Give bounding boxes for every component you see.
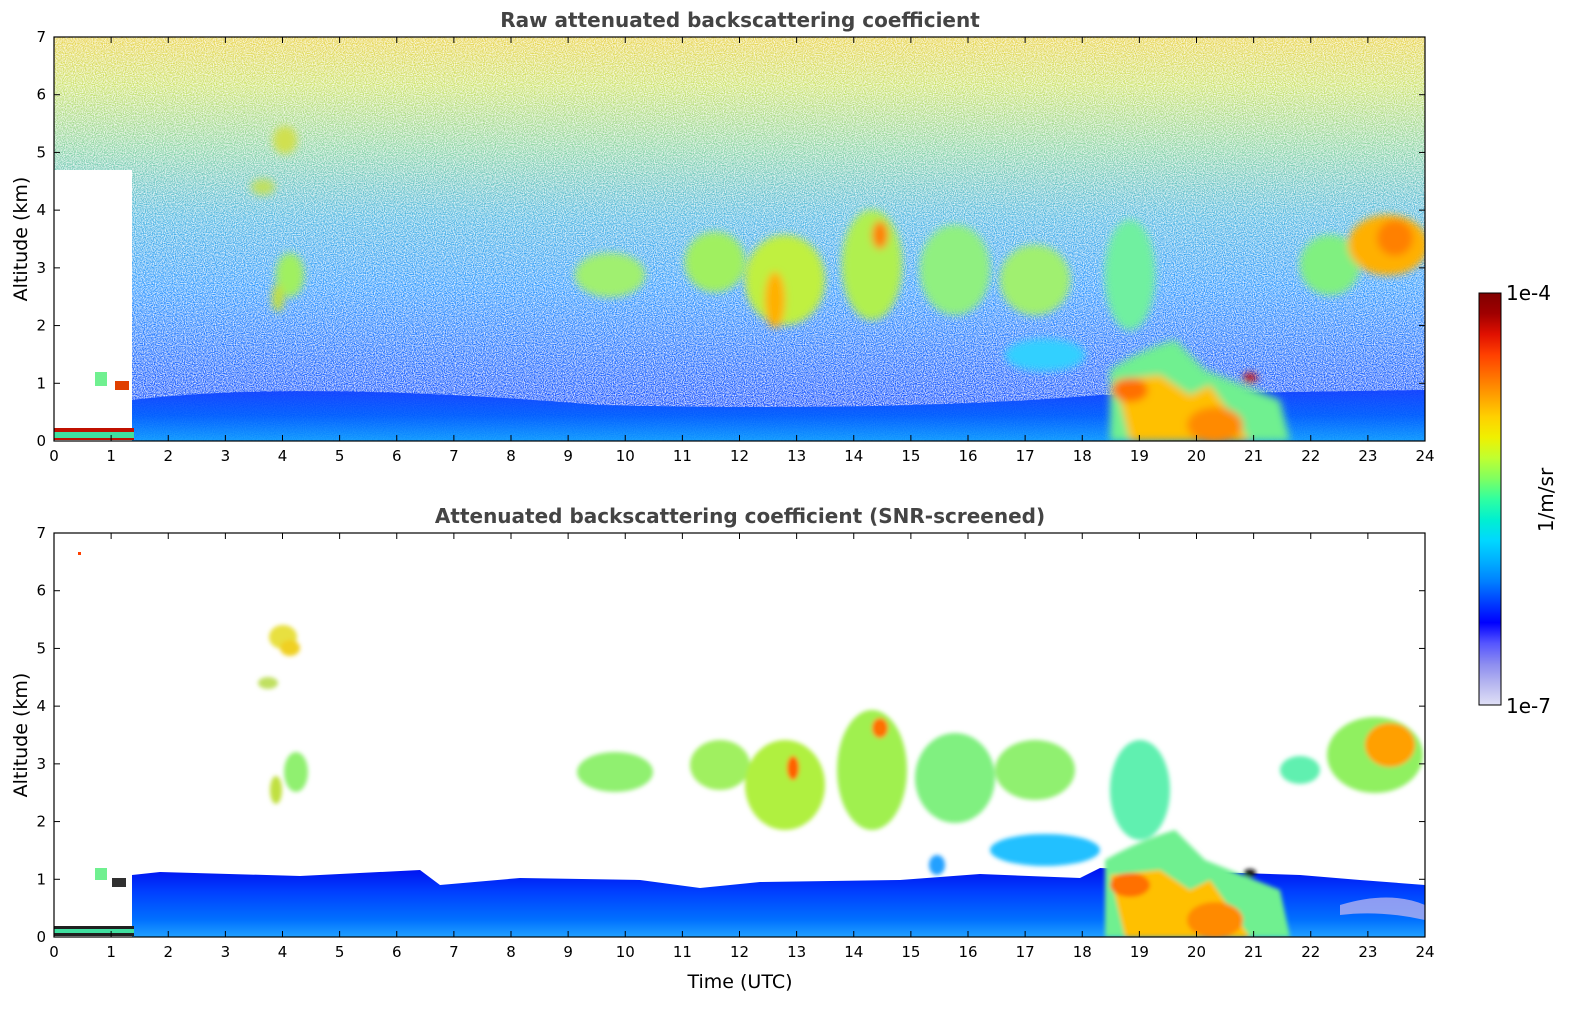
x-tick-label: 7 [449,447,459,465]
x-tick-label: 6 [392,943,402,961]
x-tick-label: 10 [616,943,635,961]
bottom-panel: Attenuated backscattering coefficient (S… [10,504,1435,993]
y-tick-label: 2 [36,317,46,335]
bottom-y-ticks: 0 1 2 3 4 5 6 7 [36,524,1425,946]
x-tick-label: 7 [449,943,459,961]
x-tick-label: 23 [1358,447,1377,465]
x-tick-label: 19 [1130,447,1149,465]
y-tick-label: 6 [36,582,46,600]
x-tick-label: 22 [1301,943,1320,961]
x-tick-label: 8 [506,943,516,961]
x-tick-label: 8 [506,447,516,465]
x-tick-label: 18 [1073,447,1092,465]
x-tick-label: 22 [1301,447,1320,465]
colorbar-min-label: 1e-7 [1506,694,1551,718]
x-tick-label: 13 [787,447,806,465]
bottom-x-ticks: 0 1 2 3 4 5 6 7 8 9 10 11 12 13 14 15 16 17 18 19 20 21 22 23 24 [49,533,1435,961]
top-heatmap [54,37,1425,441]
y-tick-label: 1 [36,870,46,888]
x-tick-label: 14 [844,943,863,961]
y-tick-label: 5 [36,639,46,657]
x-tick-label: 17 [1016,943,1035,961]
x-tick-label: 0 [49,447,59,465]
colorbar-max-label: 1e-4 [1506,281,1551,305]
x-tick-label: 21 [1244,447,1263,465]
x-tick-label: 3 [221,943,231,961]
x-tick-label: 9 [563,943,573,961]
x-tick-label: 23 [1358,943,1377,961]
x-tick-label: 2 [163,447,173,465]
x-tick-label: 11 [673,943,692,961]
x-tick-label: 11 [673,447,692,465]
x-tick-label: 13 [787,943,806,961]
y-tick-label: 2 [36,813,46,831]
y-tick-label: 5 [36,143,46,161]
top-panel: Raw attenuated backscattering coefficien… [10,8,1435,465]
top-y-axis-label: Altitude (km) [10,177,32,302]
x-tick-label: 15 [901,447,920,465]
x-tick-label: 1 [106,943,116,961]
y-tick-label: 7 [36,28,46,46]
x-tick-label: 0 [49,943,59,961]
y-tick-label: 4 [36,697,46,715]
x-tick-label: 19 [1130,943,1149,961]
top-x-ticks: 0 1 2 3 4 5 6 7 8 9 10 11 12 13 14 15 16 17 18 19 20 21 22 23 24 [49,37,1435,465]
x-axis-label: Time (UTC) [686,971,792,993]
x-tick-label: 12 [730,943,749,961]
x-tick-label: 6 [392,447,402,465]
x-tick-label: 12 [730,447,749,465]
x-tick-label: 3 [221,447,231,465]
bottom-heatmap [54,533,1425,937]
bottom-panel-title: Attenuated backscattering coefficient (S… [435,504,1045,528]
x-tick-label: 15 [901,943,920,961]
y-tick-label: 1 [36,374,46,392]
x-tick-label: 16 [958,447,977,465]
top-panel-title: Raw attenuated backscattering coefficien… [500,8,980,32]
top-y-ticks: 0 1 2 3 4 5 6 7 [36,28,1425,450]
x-tick-label: 4 [278,447,288,465]
y-tick-label: 0 [36,928,46,946]
x-tick-label: 4 [278,943,288,961]
x-tick-label: 20 [1187,943,1206,961]
x-tick-label: 10 [616,447,635,465]
bottom-y-axis-label: Altitude (km) [10,673,32,798]
colorbar-unit-label: 1/m/sr [1534,467,1558,532]
x-tick-label: 1 [106,447,116,465]
colorbar: 1e-4 1e-7 1/m/sr [1478,281,1558,718]
x-tick-label: 16 [958,943,977,961]
x-tick-label: 20 [1187,447,1206,465]
x-tick-label: 17 [1016,447,1035,465]
y-tick-label: 0 [36,432,46,450]
x-tick-label: 2 [163,943,173,961]
y-tick-label: 3 [36,755,46,773]
x-tick-label: 5 [335,943,345,961]
x-tick-label: 9 [563,447,573,465]
x-tick-label: 24 [1415,943,1434,961]
x-tick-label: 21 [1244,943,1263,961]
y-tick-label: 6 [36,86,46,104]
x-tick-label: 14 [844,447,863,465]
x-tick-label: 18 [1073,943,1092,961]
y-tick-label: 7 [36,524,46,542]
x-tick-label: 24 [1415,447,1434,465]
y-tick-label: 4 [36,201,46,219]
x-tick-label: 5 [335,447,345,465]
y-tick-label: 3 [36,259,46,277]
colorbar-bar [1478,292,1502,706]
